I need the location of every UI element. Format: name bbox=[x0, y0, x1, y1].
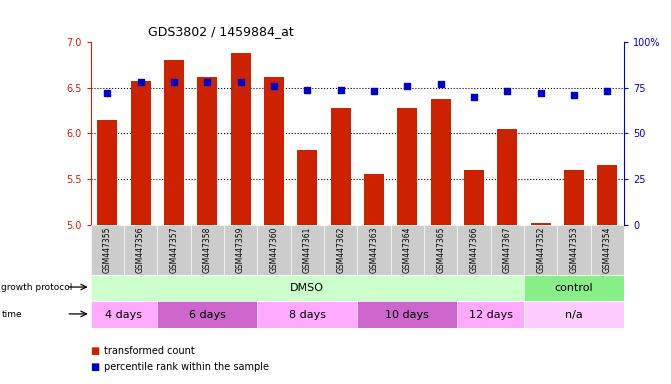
Bar bbox=[364, 174, 384, 225]
Bar bbox=[91, 301, 157, 328]
Bar bbox=[558, 225, 590, 275]
Bar bbox=[424, 225, 458, 275]
Text: GSM447364: GSM447364 bbox=[403, 226, 412, 273]
Bar bbox=[531, 223, 551, 225]
Text: GSM447352: GSM447352 bbox=[536, 227, 545, 273]
Bar bbox=[257, 301, 358, 328]
Point bbox=[435, 81, 446, 87]
Point bbox=[368, 88, 379, 94]
Point bbox=[268, 83, 279, 89]
Bar bbox=[131, 81, 150, 225]
Bar bbox=[91, 225, 124, 275]
Point bbox=[102, 90, 113, 96]
Text: growth protocol: growth protocol bbox=[1, 283, 72, 292]
Bar bbox=[331, 108, 351, 225]
Text: GSM447354: GSM447354 bbox=[603, 226, 612, 273]
Bar bbox=[458, 301, 524, 328]
Text: 10 days: 10 days bbox=[385, 310, 429, 320]
Bar bbox=[297, 150, 317, 225]
Bar bbox=[458, 225, 491, 275]
Bar bbox=[91, 275, 524, 301]
Text: ■: ■ bbox=[91, 346, 103, 356]
Text: GSM447365: GSM447365 bbox=[436, 226, 445, 273]
Text: time: time bbox=[1, 310, 22, 319]
Bar bbox=[397, 108, 417, 225]
Bar bbox=[97, 120, 117, 225]
Point bbox=[136, 79, 146, 86]
Bar bbox=[324, 225, 357, 275]
Bar bbox=[157, 301, 257, 328]
Bar bbox=[157, 225, 191, 275]
Text: GSM447353: GSM447353 bbox=[570, 226, 578, 273]
Bar bbox=[357, 301, 458, 328]
Text: GSM447356: GSM447356 bbox=[136, 226, 145, 273]
Bar bbox=[358, 225, 391, 275]
Text: GSM447355: GSM447355 bbox=[103, 226, 112, 273]
Point bbox=[535, 90, 546, 96]
Text: GSM447360: GSM447360 bbox=[270, 226, 278, 273]
Text: GSM447357: GSM447357 bbox=[170, 226, 178, 273]
Bar bbox=[491, 225, 524, 275]
Point bbox=[502, 88, 513, 94]
Point bbox=[602, 88, 613, 94]
Bar bbox=[257, 225, 291, 275]
Bar bbox=[291, 225, 324, 275]
Bar bbox=[464, 170, 484, 225]
Text: transformed count: transformed count bbox=[104, 346, 195, 356]
Text: 12 days: 12 days bbox=[468, 310, 513, 320]
Bar bbox=[431, 99, 451, 225]
Text: 8 days: 8 days bbox=[289, 310, 326, 320]
Point bbox=[302, 87, 313, 93]
Text: GSM447359: GSM447359 bbox=[236, 226, 245, 273]
Text: GSM447366: GSM447366 bbox=[470, 226, 478, 273]
Bar bbox=[524, 275, 624, 301]
Text: GSM447367: GSM447367 bbox=[503, 226, 512, 273]
Text: 6 days: 6 days bbox=[189, 310, 225, 320]
Bar bbox=[124, 225, 157, 275]
Text: GDS3802 / 1459884_at: GDS3802 / 1459884_at bbox=[148, 25, 293, 38]
Bar bbox=[497, 129, 517, 225]
Point bbox=[568, 92, 579, 98]
Text: GSM447361: GSM447361 bbox=[303, 227, 312, 273]
Text: n/a: n/a bbox=[565, 310, 583, 320]
Text: GSM447362: GSM447362 bbox=[336, 227, 345, 273]
Point bbox=[202, 79, 213, 86]
Text: ■: ■ bbox=[91, 362, 103, 372]
Point bbox=[402, 83, 413, 89]
Bar bbox=[590, 225, 624, 275]
Text: control: control bbox=[555, 283, 593, 293]
Text: DMSO: DMSO bbox=[291, 283, 324, 293]
Point bbox=[336, 87, 346, 93]
Point bbox=[236, 79, 246, 86]
Bar bbox=[524, 301, 624, 328]
Bar bbox=[524, 225, 558, 275]
Point bbox=[168, 79, 179, 86]
Bar bbox=[164, 61, 184, 225]
Text: GSM447363: GSM447363 bbox=[370, 226, 378, 273]
Text: 4 days: 4 days bbox=[105, 310, 142, 320]
Bar bbox=[391, 225, 424, 275]
Bar bbox=[224, 225, 257, 275]
Bar bbox=[564, 170, 584, 225]
Point bbox=[468, 94, 479, 100]
Text: percentile rank within the sample: percentile rank within the sample bbox=[104, 362, 269, 372]
Bar bbox=[191, 225, 224, 275]
Bar bbox=[597, 166, 617, 225]
Bar bbox=[264, 77, 284, 225]
Text: GSM447358: GSM447358 bbox=[203, 227, 212, 273]
Bar bbox=[197, 77, 217, 225]
Bar bbox=[231, 53, 251, 225]
